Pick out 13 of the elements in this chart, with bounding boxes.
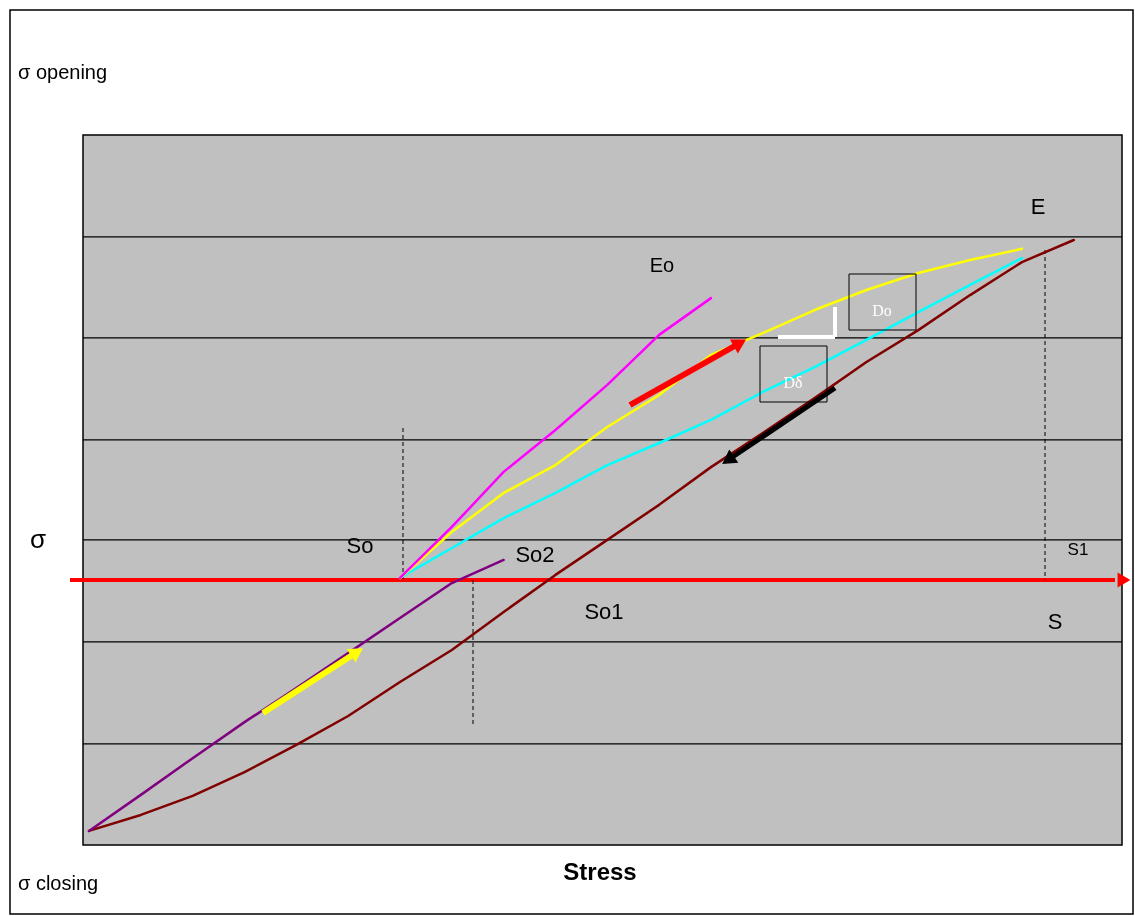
text: E xyxy=(1030,194,1046,219)
annotation: So1 xyxy=(584,599,624,624)
annotation: Eo xyxy=(649,254,675,276)
annotation: S xyxy=(1047,609,1063,634)
annotation: Do xyxy=(872,302,892,319)
text: σ closing xyxy=(18,872,99,894)
annotation: So2 xyxy=(515,542,555,567)
annotation: So xyxy=(346,533,374,558)
x-axis-title: Stress xyxy=(563,858,637,885)
y-axis-title: σ xyxy=(29,524,47,554)
annotation: S1 xyxy=(1067,540,1089,559)
annotation: Dδ xyxy=(783,374,803,391)
text: σ opening xyxy=(18,61,108,83)
